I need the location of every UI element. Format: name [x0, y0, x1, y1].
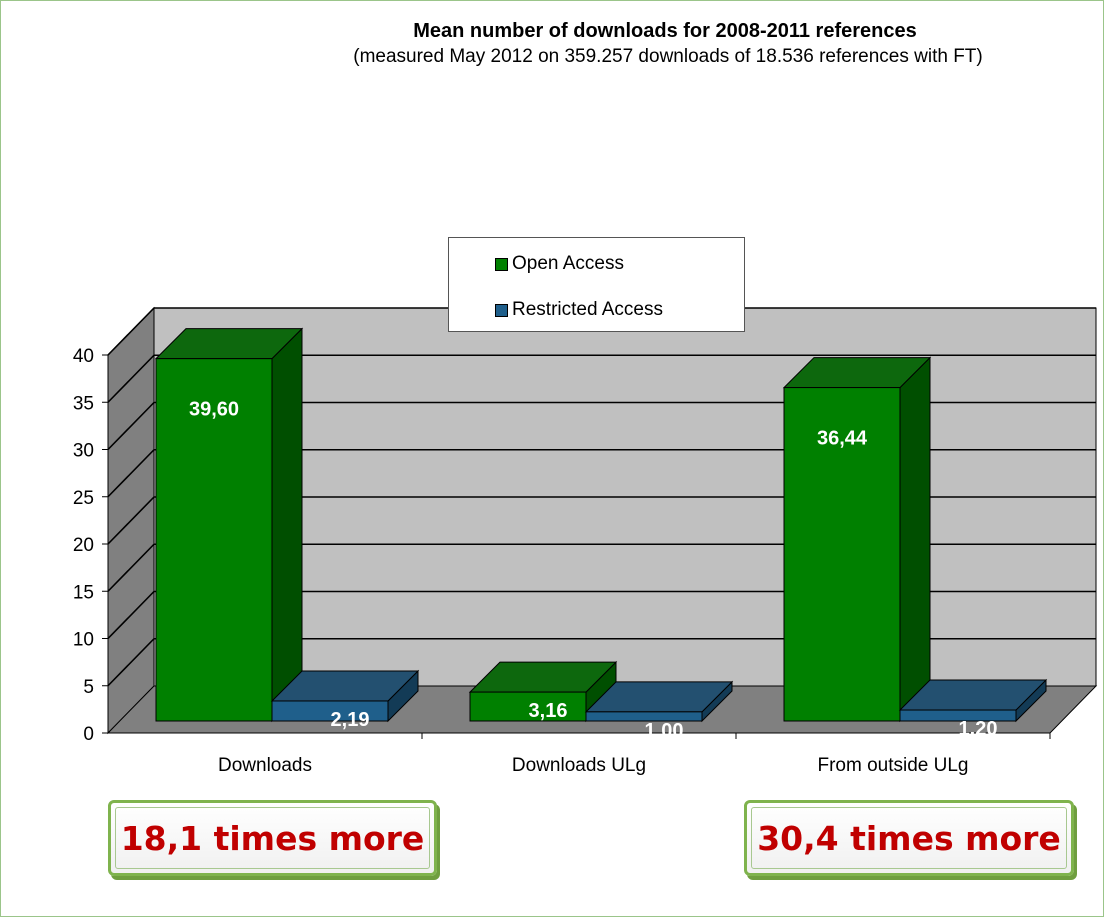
gridline	[107, 448, 1096, 498]
x-tick-label: Downloads	[218, 755, 312, 776]
legend-label-open-access: Open Access	[512, 253, 624, 274]
callout-outside-ulg: 30,4 times more	[744, 800, 1074, 876]
gridline	[107, 354, 1096, 403]
gridline	[107, 307, 1096, 356]
chart-subtitle: (measured May 2012 on 359.257 downloads …	[353, 46, 983, 67]
y-tick-label: 30	[73, 441, 94, 462]
gridline	[107, 401, 1096, 451]
bar	[155, 358, 273, 722]
data-label: 39,60	[189, 399, 239, 421]
y-tick-label: 40	[73, 346, 94, 367]
bar	[469, 691, 587, 722]
y-tick-label: 15	[73, 582, 94, 603]
bar	[899, 709, 1017, 722]
y-tick-label: 20	[73, 535, 94, 556]
gridline	[107, 637, 1096, 687]
bar	[783, 387, 901, 722]
y-tick-label: 5	[83, 677, 94, 698]
callout-outside-ulg-text: 30,4 times more	[751, 807, 1067, 869]
callout-downloads-text: 18,1 times more	[115, 807, 430, 869]
x-tick-label: From outside ULg	[817, 755, 968, 776]
legend-item-open-access: Open Access	[495, 253, 624, 275]
bar-side	[899, 356, 931, 723]
legend: Open Access Restricted Access	[448, 237, 745, 332]
bar	[271, 700, 389, 722]
chart-title: Mean number of downloads for 2008-2011 r…	[413, 20, 917, 42]
data-label: 36,44	[817, 428, 868, 450]
gridline	[107, 543, 1096, 592]
y-tick-label: 0	[83, 724, 94, 745]
callout-downloads: 18,1 times more	[108, 800, 437, 876]
data-label: 3,16	[529, 700, 568, 722]
legend-item-restricted-access: Restricted Access	[495, 299, 663, 321]
legend-swatch-restricted-access	[495, 303, 508, 317]
gridline	[107, 496, 1096, 545]
y-tick-label: 25	[73, 488, 94, 509]
x-tick-label: Downloads ULg	[512, 755, 646, 776]
legend-swatch-open-access	[495, 257, 508, 271]
data-label: 2,19	[331, 709, 370, 731]
data-label: 1,20	[959, 718, 998, 740]
legend-label-restricted-access: Restricted Access	[512, 299, 663, 320]
y-tick-label: 35	[73, 393, 94, 414]
gridline	[107, 590, 1096, 640]
y-tick-label: 10	[73, 630, 94, 651]
data-label: 1,00	[645, 720, 684, 742]
bar	[585, 711, 703, 722]
bar-side	[271, 327, 303, 723]
